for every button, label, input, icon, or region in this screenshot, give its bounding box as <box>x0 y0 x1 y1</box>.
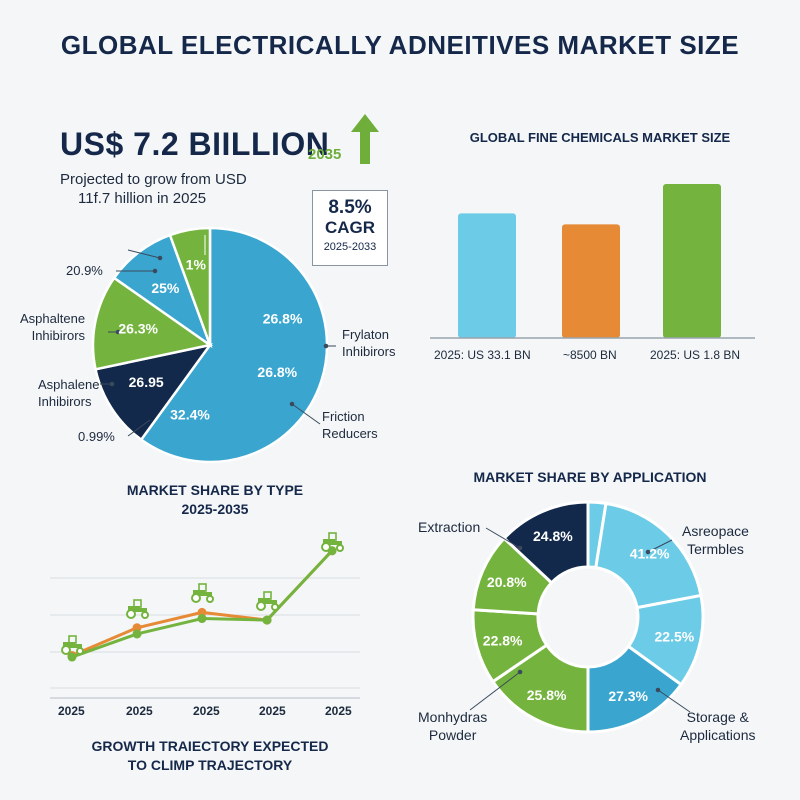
pie-title: MARKET SHARE BY TYPE <box>126 482 304 498</box>
headline-subtitle-line1: Projected to grow from USD <box>60 171 247 188</box>
pie-slice-label-0: 32.4% <box>170 407 210 423</box>
donut-slice-label-1: 41.2% <box>630 545 670 561</box>
bar-2 <box>562 224 620 338</box>
cagr-box: 8.5% CAGR 2025-2033 <box>312 190 388 266</box>
donut-slice-5 <box>471 608 549 684</box>
year-2035-label: 2035 <box>308 146 342 163</box>
donut-slice-label-3: 27.3% <box>608 688 648 704</box>
pie-slice-label-4: 26.3% <box>118 320 158 336</box>
pie-outer-label-20-9: 20.9% <box>66 263 103 278</box>
line-point-1-2 <box>197 614 207 624</box>
line-x-label-1: 2025 <box>58 704 85 718</box>
line-x-label-4: 2025 <box>259 704 286 718</box>
fine-chemicals-bar-chart <box>430 184 755 339</box>
donut-outer-label-asreopace: Asreopace Termbles <box>682 523 749 557</box>
line-series-0 <box>71 549 334 657</box>
pie-slice-label-1: 26.8% <box>263 311 303 327</box>
pie-subtitle: 2025-2035 <box>181 501 249 517</box>
donut-slice-7 <box>502 500 590 585</box>
headline-value: US$ 7.2 BIILLION <box>60 126 330 162</box>
donut-outer-label-storage: Storage & Applications <box>680 709 756 743</box>
pie-slice-6 <box>168 226 212 346</box>
donut-title: MARKET SHARE BY APPLICATION <box>473 469 707 485</box>
line-x-label-3: 2025 <box>193 704 220 718</box>
donut-slice-label-5: 22.8% <box>483 632 523 648</box>
line-point-1-0 <box>67 652 77 662</box>
pie-outer-label-0-99: 0.99% <box>78 429 115 444</box>
pie-slice-label-5: 25% <box>151 280 180 296</box>
tractor-icon <box>191 583 214 603</box>
cagr-label: CAGR <box>324 218 376 237</box>
pie-slice-label-3: 26.95 <box>129 374 164 390</box>
headline-subtitle-line2: 11f.7 hillion in 2025 <box>78 190 207 207</box>
pie-slice-4 <box>91 276 214 371</box>
donut-slice-label-6: 20.8% <box>487 574 527 590</box>
tractor-icon <box>126 599 149 619</box>
donut-slice-label-2: 22.5% <box>655 628 695 644</box>
donut-slice-label-7: 24.8% <box>533 528 573 544</box>
donut-slice-label-4: 25.8% <box>527 687 567 703</box>
up-arrow-icon <box>351 114 379 164</box>
bar-3 <box>663 184 721 338</box>
line-series-1 <box>71 549 334 659</box>
line-point-1-1 <box>132 629 142 639</box>
bar-category-label-1: 2025: US 33.1 BN <box>434 348 531 362</box>
pie-slice-3 <box>94 343 213 442</box>
tractor-icon <box>61 635 84 655</box>
page-title: GLOBAL ELECTRICALLY ADNEITIVES MARKET SI… <box>60 30 740 60</box>
line-point-1-3 <box>262 615 272 625</box>
pie-outer-label-asphaltene-1: Asphaltene Inhibirors <box>20 311 86 343</box>
line-chart-title-line1: GROWTH TRAIECTORY EXPECTED <box>91 738 329 754</box>
donut-slice-4 <box>490 643 590 734</box>
pie-outer-label-friction: Friction Reducers <box>322 409 378 441</box>
tractor-icon <box>321 532 344 552</box>
pie-outer-label-asphaltene-2: Asphalene Inhibirors <box>38 377 100 409</box>
pie-outer-label-frylaton: Frylaton Inhibirors <box>342 327 396 359</box>
donut-slice-2 <box>626 593 705 687</box>
pie-slice-0 <box>139 226 329 464</box>
donut-slice-0 <box>586 500 608 570</box>
cagr-value: 8.5% <box>328 197 372 218</box>
bar-chart-title: GLOBAL FINE CHEMICALS MARKET SIZE <box>469 130 731 145</box>
donut-outer-label-extraction: Extraction <box>418 519 481 535</box>
line-chart-title-line2: TO CLIMP TRAJECTORY <box>127 757 293 773</box>
bar-1 <box>458 213 516 338</box>
donut-slice-3 <box>586 644 684 734</box>
pie-slice-label-2: 26.8% <box>257 364 297 380</box>
growth-trajectory-line-chart <box>50 532 360 699</box>
donut-outer-label-monhydras: Monhydras Powder <box>418 709 488 743</box>
tractor-icon <box>256 591 279 611</box>
pie-slice-5 <box>112 233 213 349</box>
line-x-label-5: 2025 <box>325 704 352 718</box>
cagr-period: 2025-2033 <box>323 241 377 253</box>
pie-slice-label-6: 1% <box>186 256 207 272</box>
bar-category-label-3: 2025: US 1.8 BN <box>650 348 741 362</box>
line-x-label-2: 2025 <box>126 704 153 718</box>
donut-slice-6 <box>471 536 554 616</box>
bar-category-label-2: ~8500 BN <box>563 348 617 362</box>
line-point-0-2 <box>197 607 207 617</box>
line-point-0-1 <box>132 623 142 633</box>
